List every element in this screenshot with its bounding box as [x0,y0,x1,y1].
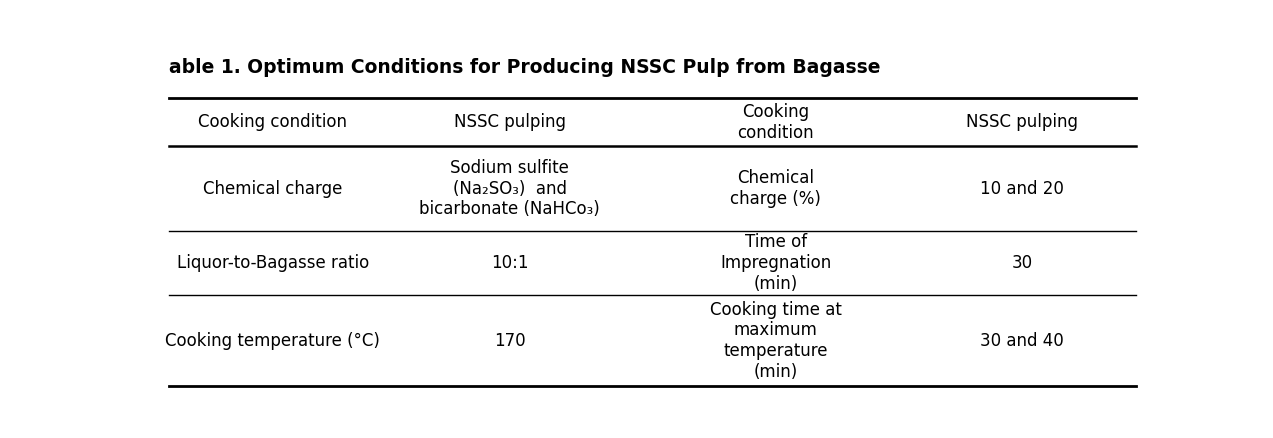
Text: 30: 30 [1012,254,1032,272]
Text: Cooking time at
maximum
temperature
(min): Cooking time at maximum temperature (min… [710,300,841,381]
Text: 10:1: 10:1 [491,254,528,272]
Text: Time of
Impregnation
(min): Time of Impregnation (min) [721,233,831,293]
Text: Chemical
charge (%): Chemical charge (%) [731,169,821,208]
Text: NSSC pulping: NSSC pulping [966,113,1078,131]
Text: 10 and 20: 10 and 20 [980,180,1064,198]
Text: 30 and 40: 30 and 40 [980,332,1064,350]
Text: Chemical charge: Chemical charge [204,180,342,198]
Text: Sodium sulfite
(Na₂SO₃)  and
bicarbonate (NaHCo₃): Sodium sulfite (Na₂SO₃) and bicarbonate … [419,159,600,219]
Text: NSSC pulping: NSSC pulping [453,113,565,131]
Text: Cooking temperature (°C): Cooking temperature (°C) [165,332,381,350]
Text: Cooking
condition: Cooking condition [737,103,813,141]
Text: Liquor-to-Bagasse ratio: Liquor-to-Bagasse ratio [177,254,369,272]
Text: 170: 170 [494,332,526,350]
Text: able 1. Optimum Conditions for Producing NSSC Pulp from Bagasse: able 1. Optimum Conditions for Producing… [169,58,881,77]
Text: Cooking condition: Cooking condition [199,113,348,131]
